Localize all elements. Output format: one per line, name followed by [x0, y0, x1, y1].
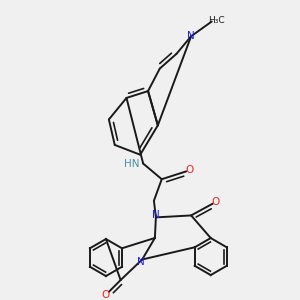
Text: O: O	[102, 290, 110, 300]
Text: H₃C: H₃C	[208, 16, 224, 25]
Text: N: N	[187, 31, 195, 41]
Text: N: N	[137, 257, 145, 267]
Text: O: O	[212, 197, 220, 207]
Text: O: O	[185, 165, 193, 175]
Text: N: N	[152, 210, 160, 220]
Text: HN: HN	[124, 158, 140, 169]
